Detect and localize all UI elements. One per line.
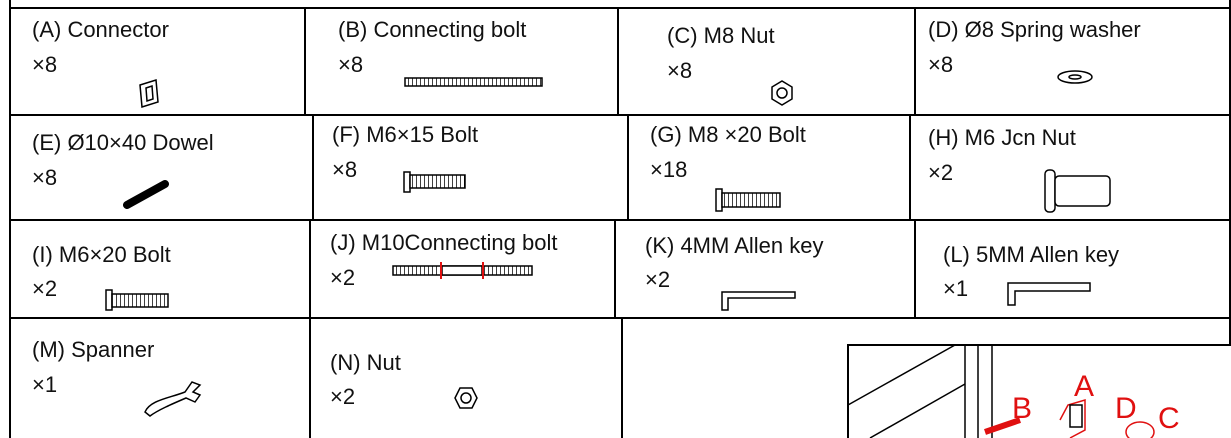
part-label: (G) M8 ×20 Bolt [650,122,806,147]
part-label: (M) Spanner [32,337,154,362]
part-qty: ×8 [928,52,953,77]
labels: (A) Connector ×8 (B) Connecting bolt ×8 … [32,17,1141,409]
part-label: (K) 4MM Allen key [645,233,824,258]
part-qty: ×1 [943,276,968,301]
part-label: (H) M6 Jcn Nut [928,125,1076,150]
part-qty: ×8 [667,58,692,83]
part-qty: ×2 [928,160,953,185]
part-qty: ×2 [330,265,355,290]
grid [9,0,1231,438]
part-label: (B) Connecting bolt [338,17,526,42]
part-label: (A) Connector [32,17,169,42]
part-label: (D) Ø8 Spring washer [928,17,1141,42]
part-qty: ×8 [32,165,57,190]
diagram-label: D [1115,392,1137,425]
assembly-diagram: B A D C [847,344,1231,438]
part-label: (I) M6×20 Bolt [32,242,171,267]
part-qty: ×8 [332,157,357,182]
part-label: (L) 5MM Allen key [943,242,1119,267]
part-qty: ×8 [338,52,363,77]
part-label: (E) Ø10×40 Dowel [32,130,214,155]
part-qty: ×8 [32,52,57,77]
part-label: (F) M6×15 Bolt [332,122,478,147]
part-qty: ×2 [645,267,670,292]
part-label: (J) M10Connecting bolt [330,230,557,255]
part-qty: ×1 [32,372,57,397]
part-label: (C) M8 Nut [667,23,775,48]
part-qty: ×2 [330,384,355,409]
part-qty: ×2 [32,276,57,301]
part-qty: ×18 [650,157,687,182]
icons [105,70,1111,417]
diagram-label: C [1158,402,1180,435]
part-label: (N) Nut [330,350,401,375]
diagram-label: B [1012,392,1032,425]
diagram-label: A [1074,370,1094,403]
